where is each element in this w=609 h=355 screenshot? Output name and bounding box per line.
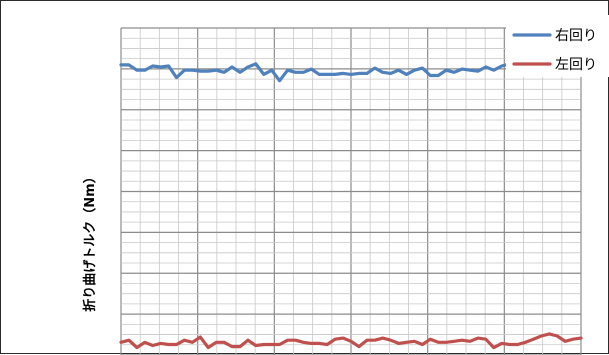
legend-background (506, 15, 609, 77)
series-line-1 (119, 332, 583, 350)
chart-series-layer (119, 62, 583, 350)
y-axis-label: 折り曲げトルク（Nm） (82, 170, 98, 311)
series-line-0 (119, 62, 543, 83)
legend-label-left-turn: 左回り (555, 57, 597, 73)
legend-label-right-turn: 右回り (555, 28, 597, 44)
chart-legend: 右回り 左回り (506, 15, 609, 77)
chart-gridlines (120, 27, 582, 355)
